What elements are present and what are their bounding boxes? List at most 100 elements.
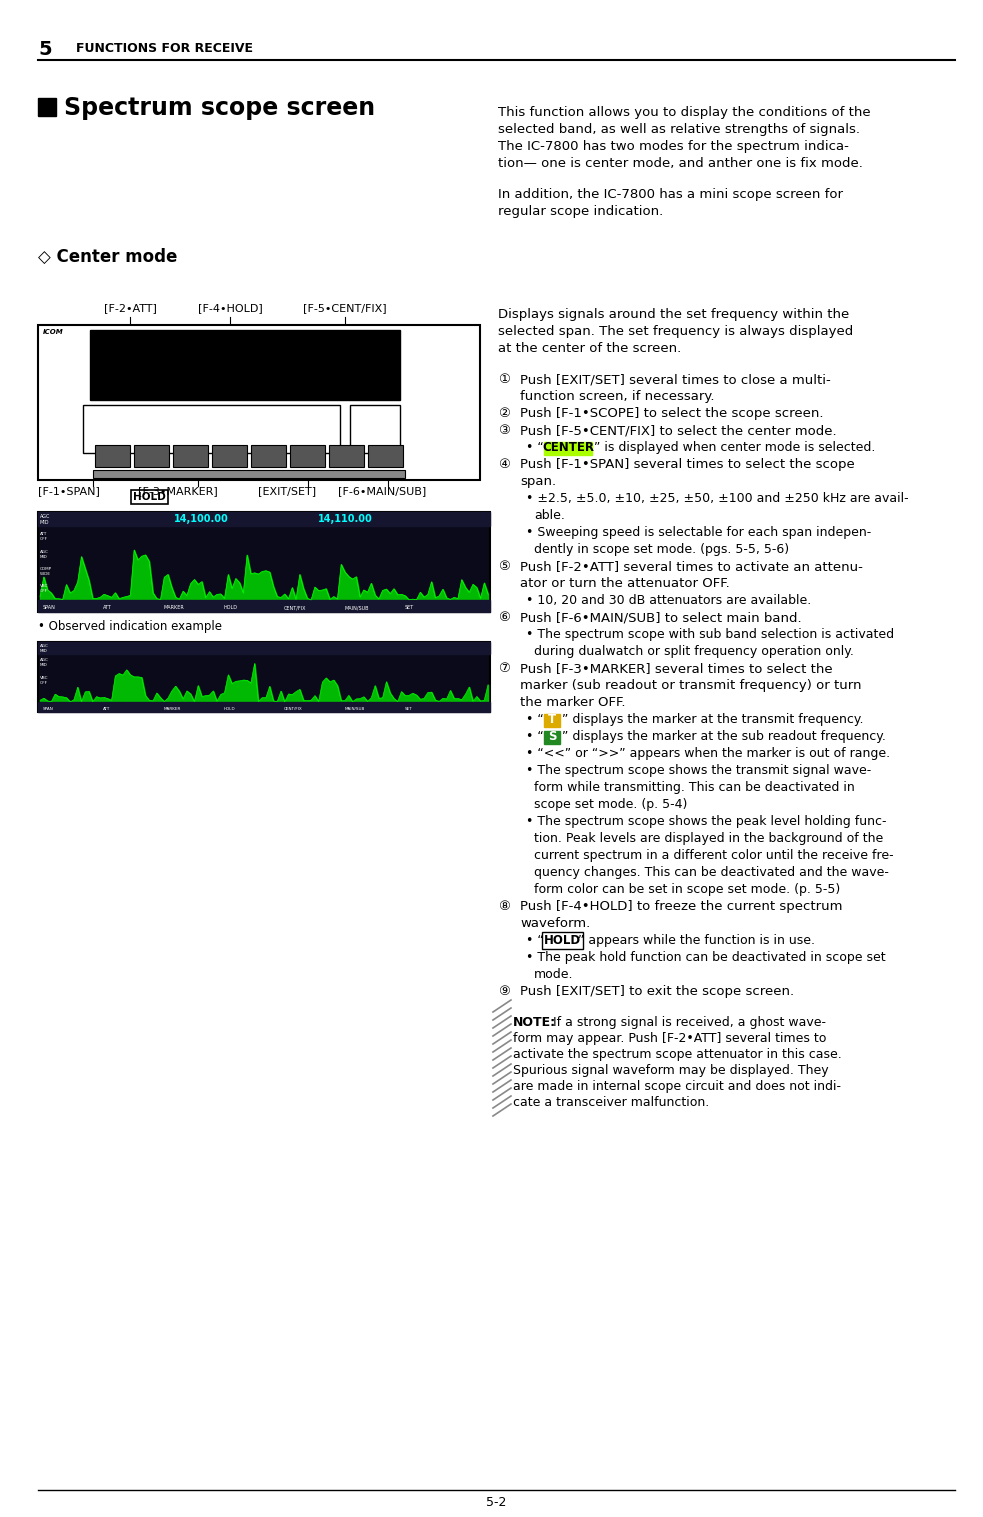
Text: HOLD: HOLD: [544, 934, 581, 947]
Text: Push [F-3•MARKER] several times to select the: Push [F-3•MARKER] several times to selec…: [520, 661, 833, 675]
Text: In addition, the IC-7800 has a mini scope screen for: In addition, the IC-7800 has a mini scop…: [498, 188, 843, 200]
Bar: [38, 513, 490, 611]
Text: 14,100.00: 14,100.00: [174, 514, 228, 523]
Bar: [38, 642, 490, 711]
Text: ②: ②: [498, 407, 510, 420]
Text: Push [F-4•HOLD] to freeze the current spectrum: Push [F-4•HOLD] to freeze the current sp…: [520, 900, 842, 913]
Text: SPAN: SPAN: [43, 707, 54, 711]
Text: activate the spectrum scope attenuator in this case.: activate the spectrum scope attenuator i…: [513, 1048, 841, 1060]
Text: Push [F-2•ATT] several times to activate an attenu-: Push [F-2•ATT] several times to activate…: [520, 560, 863, 573]
Text: MAIN/SUB: MAIN/SUB: [344, 707, 365, 711]
Text: at the center of the screen.: at the center of the screen.: [498, 341, 681, 355]
Text: form while transmitting. This can be deactivated in: form while transmitting. This can be dea…: [534, 781, 855, 793]
Text: [EXIT/SET]: [EXIT/SET]: [258, 485, 317, 496]
Text: Push [F-6•MAIN/SUB] to select main band.: Push [F-6•MAIN/SUB] to select main band.: [520, 611, 801, 623]
Text: are made in internal scope circuit and does not indi-: are made in internal scope circuit and d…: [513, 1080, 841, 1094]
Text: ⑧: ⑧: [498, 900, 510, 913]
Text: scope set mode. (p. 5-4): scope set mode. (p. 5-4): [534, 798, 687, 812]
Text: This function allows you to display the conditions of the: This function allows you to display the …: [498, 106, 871, 118]
Text: ator or turn the attenuator OFF.: ator or turn the attenuator OFF.: [520, 576, 729, 590]
Bar: [544, 731, 560, 743]
Bar: [38, 325, 480, 479]
Text: SET: SET: [405, 707, 412, 711]
Text: • The spectrum scope with sub band selection is activated: • The spectrum scope with sub band selec…: [526, 628, 895, 642]
Bar: [350, 405, 400, 454]
Bar: [93, 470, 405, 478]
Bar: [173, 444, 208, 467]
Text: Displays signals around the set frequency within the: Displays signals around the set frequenc…: [498, 308, 849, 322]
Text: form may appear. Push [F-2•ATT] several times to: form may appear. Push [F-2•ATT] several …: [513, 1032, 827, 1045]
Text: • Sweeping speed is selectable for each span indepen-: • Sweeping speed is selectable for each …: [526, 526, 871, 539]
Text: form color can be set in scope set mode. (p. 5-5): form color can be set in scope set mode.…: [534, 883, 840, 897]
Text: function screen, if necessary.: function screen, if necessary.: [520, 390, 715, 404]
Bar: [329, 444, 364, 467]
Text: AGC
MID: AGC MID: [40, 658, 49, 666]
Text: • 10, 20 and 30 dB attenuators are available.: • 10, 20 and 30 dB attenuators are avail…: [526, 595, 811, 607]
Text: AGC
MID: AGC MID: [40, 514, 50, 525]
Bar: [212, 444, 247, 467]
Text: ” displays the marker at the sub readout frequency.: ” displays the marker at the sub readout…: [562, 730, 886, 743]
Text: MAIN/SUB: MAIN/SUB: [344, 605, 369, 610]
Text: ATT
OFF: ATT OFF: [40, 532, 48, 540]
Text: VBC
OFF: VBC OFF: [40, 677, 48, 684]
Bar: [38, 642, 490, 654]
Text: ” displays the marker at the transmit frequency.: ” displays the marker at the transmit fr…: [562, 713, 863, 727]
Text: • The spectrum scope shows the transmit signal wave-: • The spectrum scope shows the transmit …: [526, 765, 871, 777]
Text: ③: ③: [498, 423, 510, 437]
Text: Push [F-1•SPAN] several times to select the scope: Push [F-1•SPAN] several times to select …: [520, 458, 855, 470]
Text: NOTE:: NOTE:: [513, 1016, 556, 1029]
Text: ⑥: ⑥: [498, 611, 510, 623]
Bar: [38, 601, 490, 611]
Text: HOLD: HOLD: [224, 605, 238, 610]
Text: • The peak hold function can be deactivated in scope set: • The peak hold function can be deactiva…: [526, 951, 886, 963]
Text: ATT: ATT: [103, 605, 112, 610]
Text: selected band, as well as relative strengths of signals.: selected band, as well as relative stren…: [498, 123, 860, 137]
Text: [F-2•ATT]: [F-2•ATT]: [103, 303, 156, 313]
Bar: [83, 405, 340, 454]
Text: Spurious signal waveform may be displayed. They: Spurious signal waveform may be displaye…: [513, 1063, 829, 1077]
Text: ①: ①: [498, 373, 510, 385]
Text: CENT/FIX: CENT/FIX: [284, 605, 307, 610]
Bar: [38, 702, 490, 711]
Text: • “: • “: [526, 713, 544, 727]
Text: ◇ Center mode: ◇ Center mode: [38, 247, 177, 265]
Text: marker (sub readout or transmit frequency) or turn: marker (sub readout or transmit frequenc…: [520, 680, 861, 692]
Bar: [290, 444, 325, 467]
Text: AGC
MID: AGC MID: [40, 551, 49, 558]
Text: Push [EXIT/SET] several times to close a multi-: Push [EXIT/SET] several times to close a…: [520, 373, 831, 385]
Text: selected span. The set frequency is always displayed: selected span. The set frequency is alwa…: [498, 325, 853, 338]
Text: tion. Peak levels are displayed in the background of the: tion. Peak levels are displayed in the b…: [534, 831, 884, 845]
Text: tion— one is center mode, and anther one is fix mode.: tion— one is center mode, and anther one…: [498, 156, 863, 170]
Text: • “: • “: [526, 934, 544, 947]
Text: dently in scope set mode. (pgs. 5-5, 5-6): dently in scope set mode. (pgs. 5-5, 5-6…: [534, 543, 789, 557]
Text: ④: ④: [498, 458, 510, 470]
Text: CENTER: CENTER: [542, 441, 594, 454]
Text: If a strong signal is received, a ghost wave-: If a strong signal is received, a ghost …: [553, 1016, 826, 1029]
Bar: [544, 441, 592, 455]
Text: • “: • “: [526, 441, 544, 454]
Text: able.: able.: [534, 510, 565, 522]
Text: current spectrum in a different color until the receive fre-: current spectrum in a different color un…: [534, 850, 894, 862]
Text: waveform.: waveform.: [520, 916, 590, 930]
Text: • Observed indication example: • Observed indication example: [38, 620, 222, 633]
Text: [F-4•HOLD]: [F-4•HOLD]: [198, 303, 262, 313]
Text: SPAN: SPAN: [43, 605, 56, 610]
Bar: [38, 513, 490, 526]
Bar: [90, 331, 400, 400]
Bar: [368, 444, 403, 467]
Text: ATT: ATT: [103, 707, 111, 711]
Text: regular scope indication.: regular scope indication.: [498, 205, 664, 218]
Text: • “<<” or “>>” appears when the marker is out of range.: • “<<” or “>>” appears when the marker i…: [526, 746, 891, 760]
Text: the marker OFF.: the marker OFF.: [520, 696, 625, 708]
Text: during dualwatch or split frequency operation only.: during dualwatch or split frequency oper…: [534, 645, 854, 658]
Text: Push [F-1•SCOPE] to select the scope screen.: Push [F-1•SCOPE] to select the scope scr…: [520, 407, 824, 420]
Text: ⑨: ⑨: [498, 985, 510, 998]
Text: ⑦: ⑦: [498, 661, 510, 675]
Bar: [544, 715, 560, 727]
Bar: [95, 444, 130, 467]
Text: FUNCTIONS FOR RECEIVE: FUNCTIONS FOR RECEIVE: [76, 42, 253, 55]
Text: S: S: [548, 730, 556, 743]
Text: Push [F-5•CENT/FIX] to select the center mode.: Push [F-5•CENT/FIX] to select the center…: [520, 423, 837, 437]
Text: span.: span.: [520, 475, 556, 488]
Bar: [134, 444, 169, 467]
